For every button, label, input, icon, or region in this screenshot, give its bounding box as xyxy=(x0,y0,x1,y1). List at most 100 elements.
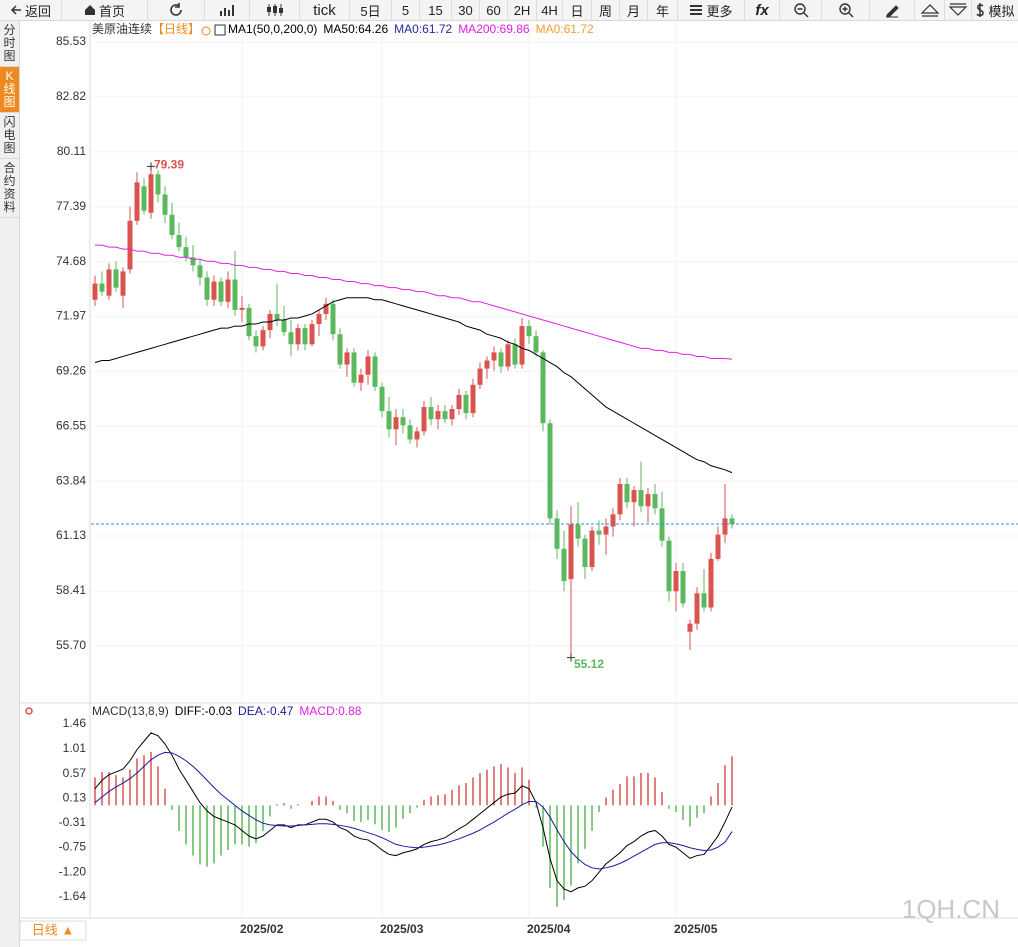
icon xyxy=(976,3,985,17)
legend-item: MA1(50,0,200,0) xyxy=(228,22,317,36)
sidebar-tab[interactable]: 闪电图 xyxy=(0,113,19,159)
zoom-out-button[interactable] xyxy=(780,0,822,20)
y-tick-label: 85.53 xyxy=(56,34,86,48)
period-button[interactable]: 30 xyxy=(452,0,480,20)
settings-icon xyxy=(25,707,33,715)
candle-body xyxy=(358,374,364,383)
label: 周 xyxy=(598,3,612,19)
settings-icon xyxy=(201,26,211,36)
zoom-in-button[interactable] xyxy=(822,0,870,20)
label: tick xyxy=(313,1,336,19)
sidebar-tab[interactable]: 合约资料 xyxy=(0,159,19,218)
candle-body xyxy=(274,313,280,321)
candle-body xyxy=(379,386,385,412)
y-tick-label: -1.20 xyxy=(59,864,87,878)
candle-body xyxy=(498,352,504,367)
legend-item: MA0:61.72 xyxy=(536,22,594,36)
y-tick-label: 0.13 xyxy=(63,790,87,804)
icon xyxy=(838,3,853,18)
home-button[interactable]: 首页 xyxy=(62,0,148,20)
candle-body xyxy=(519,326,525,365)
label: 月 xyxy=(626,3,640,19)
simulate-button[interactable]: 模拟 xyxy=(972,0,1018,20)
y-tick-label: 77.39 xyxy=(56,199,86,213)
y-tick-label: -0.31 xyxy=(59,815,87,829)
sidebar-tab[interactable]: K线图 xyxy=(0,67,19,113)
icon xyxy=(266,4,283,16)
candle-body xyxy=(540,352,546,424)
watermark: 1QH.CN xyxy=(902,894,1000,924)
candle-body xyxy=(148,174,154,213)
candle-body xyxy=(225,279,231,302)
candle-body xyxy=(631,490,637,503)
y-tick-label: 66.55 xyxy=(56,418,86,432)
candle-body xyxy=(484,360,490,369)
period-button[interactable]: 5日 xyxy=(350,0,392,20)
candle-body xyxy=(330,303,336,335)
icon xyxy=(920,4,939,17)
up-button[interactable] xyxy=(915,0,945,20)
candle-body xyxy=(407,425,413,440)
period-button[interactable]: 周 xyxy=(592,0,620,20)
candle-body xyxy=(344,352,350,365)
period-button[interactable]: 日 xyxy=(563,0,592,20)
candle-body xyxy=(687,623,693,632)
candle-body xyxy=(260,330,266,347)
candle-body xyxy=(421,407,427,432)
label: 首页 xyxy=(98,3,125,19)
macd-line xyxy=(94,732,733,893)
candle-body xyxy=(708,558,714,608)
candle-body xyxy=(715,534,721,559)
down-button[interactable] xyxy=(945,0,972,20)
period-label: 【日线】 xyxy=(152,22,200,36)
candle-body xyxy=(414,431,420,440)
candle-body xyxy=(141,186,147,211)
formula-button[interactable]: fx xyxy=(745,0,780,20)
y-tick-label: -1.64 xyxy=(59,889,87,903)
period-button[interactable]: tick xyxy=(300,0,350,20)
candle-body xyxy=(134,182,140,221)
period-button[interactable]: 2H xyxy=(508,0,537,20)
candle-body xyxy=(106,269,112,296)
macd-line xyxy=(94,751,733,870)
candle-body xyxy=(316,313,322,325)
label: 更多 xyxy=(706,3,733,19)
ma-line xyxy=(95,244,733,360)
label: 5日 xyxy=(360,3,381,19)
period-button[interactable]: 15 xyxy=(420,0,452,20)
draw-button[interactable] xyxy=(870,0,915,20)
candle-body xyxy=(204,277,210,300)
candle-body xyxy=(435,411,441,420)
candle-button[interactable] xyxy=(250,0,300,20)
candle-body xyxy=(92,283,98,300)
candle-body xyxy=(162,194,168,215)
period-button[interactable]: 4H xyxy=(537,0,563,20)
chart-type-button[interactable] xyxy=(205,0,250,20)
candle-body xyxy=(449,409,455,420)
indicator-icon xyxy=(214,24,226,36)
candle-body xyxy=(309,324,315,345)
refresh-button[interactable] xyxy=(148,0,205,20)
icon xyxy=(690,5,703,15)
back-button[interactable]: 返回 xyxy=(0,0,62,20)
y-tick-label: 63.84 xyxy=(56,473,86,487)
candle-body xyxy=(589,530,595,567)
candle-body xyxy=(155,174,161,195)
candle-body xyxy=(246,307,252,337)
period-button[interactable]: 年 xyxy=(648,0,678,20)
period-button[interactable]: 5 xyxy=(392,0,420,20)
candle-body xyxy=(694,593,700,624)
y-tick-label: 0.57 xyxy=(63,766,87,780)
period-button[interactable]: 60 xyxy=(480,0,508,20)
period-button[interactable]: 月 xyxy=(620,0,648,20)
candle-body xyxy=(442,411,448,420)
sidebar-tab[interactable]: 分时图 xyxy=(0,21,19,67)
more-button[interactable]: 更多 xyxy=(678,0,745,20)
y-tick-label: 71.97 xyxy=(56,309,86,323)
candle-body xyxy=(169,214,175,235)
y-tick-label: 74.68 xyxy=(56,254,86,268)
candle-body xyxy=(491,352,497,361)
candle-body xyxy=(652,494,658,509)
label: 5 xyxy=(401,2,410,18)
